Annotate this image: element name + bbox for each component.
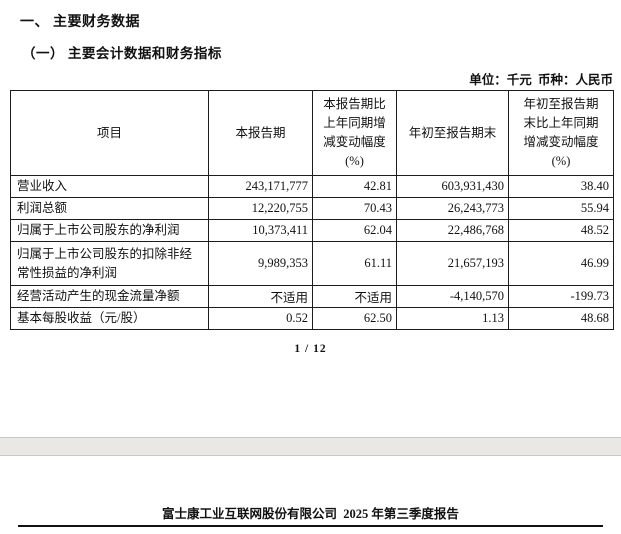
cell-current-period: 10,373,411 (208, 219, 313, 242)
cell-ytd-change: 48.68 (508, 307, 614, 330)
unit-currency-note: 单位：千元 币种：人民币 (469, 73, 613, 87)
cell-ytd-change: 55.94 (508, 197, 614, 220)
cell-current-period-change: 62.50 (312, 307, 397, 330)
cell-current-period: 243,171,777 (208, 175, 313, 198)
col-header-current-period-change: 本报告期比 上年同期增 减变动幅度 (%) (312, 90, 397, 176)
cell-ytd-change: -199.73 (508, 285, 614, 308)
cell-year-to-date: 22,486,768 (396, 219, 509, 242)
cell-current-period: 12,220,755 (208, 197, 313, 220)
cell-year-to-date: 603,931,430 (396, 175, 509, 198)
cell-current-period-change: 70.43 (312, 197, 397, 220)
cell-item: 利润总额 (10, 197, 209, 220)
cell-item: 经营活动产生的现金流量净额 (10, 285, 209, 308)
table-row-net-profit-excl-nonrecurring: 归属于上市公司股东的扣除非经 常性损益的净利润 9,989,353 61.11 … (10, 241, 614, 286)
cell-year-to-date: 21,657,193 (396, 241, 509, 286)
cell-current-period-change: 不适用 (312, 285, 397, 308)
cell-ytd-change: 48.52 (508, 219, 614, 242)
table-row-basic-eps: 基本每股收益（元/股） 0.52 62.50 1.13 48.68 (10, 307, 614, 330)
table-row-revenue: 营业收入 243,171,777 42.81 603,931,430 38.40 (10, 175, 614, 198)
financial-summary-table: 项目 本报告期 本报告期比 上年同期增 减变动幅度 (%) 年初至报告期末 年初… (10, 90, 614, 330)
table-row-operating-cash-flow: 经营活动产生的现金流量净额 不适用 不适用 -4,140,570 -199.73 (10, 285, 614, 308)
cell-year-to-date: -4,140,570 (396, 285, 509, 308)
cell-current-period-change: 61.11 (312, 241, 397, 286)
cell-ytd-change: 38.40 (508, 175, 614, 198)
running-header: 富士康工业互联网股份有限公司 2025 年第三季度报告 (162, 507, 459, 521)
page-number: 1 / 12 (294, 343, 327, 355)
col-header-current-period: 本报告期 (208, 90, 313, 176)
cell-item: 归属于上市公司股东的扣除非经 常性损益的净利润 (10, 241, 209, 286)
table-header-row: 项目 本报告期 本报告期比 上年同期增 减变动幅度 (%) 年初至报告期末 年初… (10, 90, 614, 176)
cell-ytd-change: 46.99 (508, 241, 614, 286)
col-header-ytd-change: 年初至报告期 末比上年同期 增减变动幅度 (%) (508, 90, 614, 176)
table-row-total-profit: 利润总额 12,220,755 70.43 26,243,773 55.94 (10, 197, 614, 220)
page-separator (0, 437, 621, 456)
table-row-net-profit: 归属于上市公司股东的净利润 10,373,411 62.04 22,486,76… (10, 219, 614, 242)
col-header-year-to-date: 年初至报告期末 (396, 90, 509, 176)
cell-current-period: 0.52 (208, 307, 313, 330)
cell-year-to-date: 1.13 (396, 307, 509, 330)
cell-item: 基本每股收益（元/股） (10, 307, 209, 330)
col-header-item: 项目 (10, 90, 209, 176)
cell-item: 归属于上市公司股东的净利润 (10, 219, 209, 242)
cell-current-period: 不适用 (208, 285, 313, 308)
section-title: 一、 主要财务数据 (20, 15, 140, 30)
cell-current-period-change: 42.81 (312, 175, 397, 198)
header-rule (18, 525, 603, 527)
cell-year-to-date: 26,243,773 (396, 197, 509, 220)
cell-item: 营业收入 (10, 175, 209, 198)
subsection-title: （一） 主要会计数据和财务指标 (22, 46, 222, 61)
cell-current-period: 9,989,353 (208, 241, 313, 286)
cell-current-period-change: 62.04 (312, 219, 397, 242)
